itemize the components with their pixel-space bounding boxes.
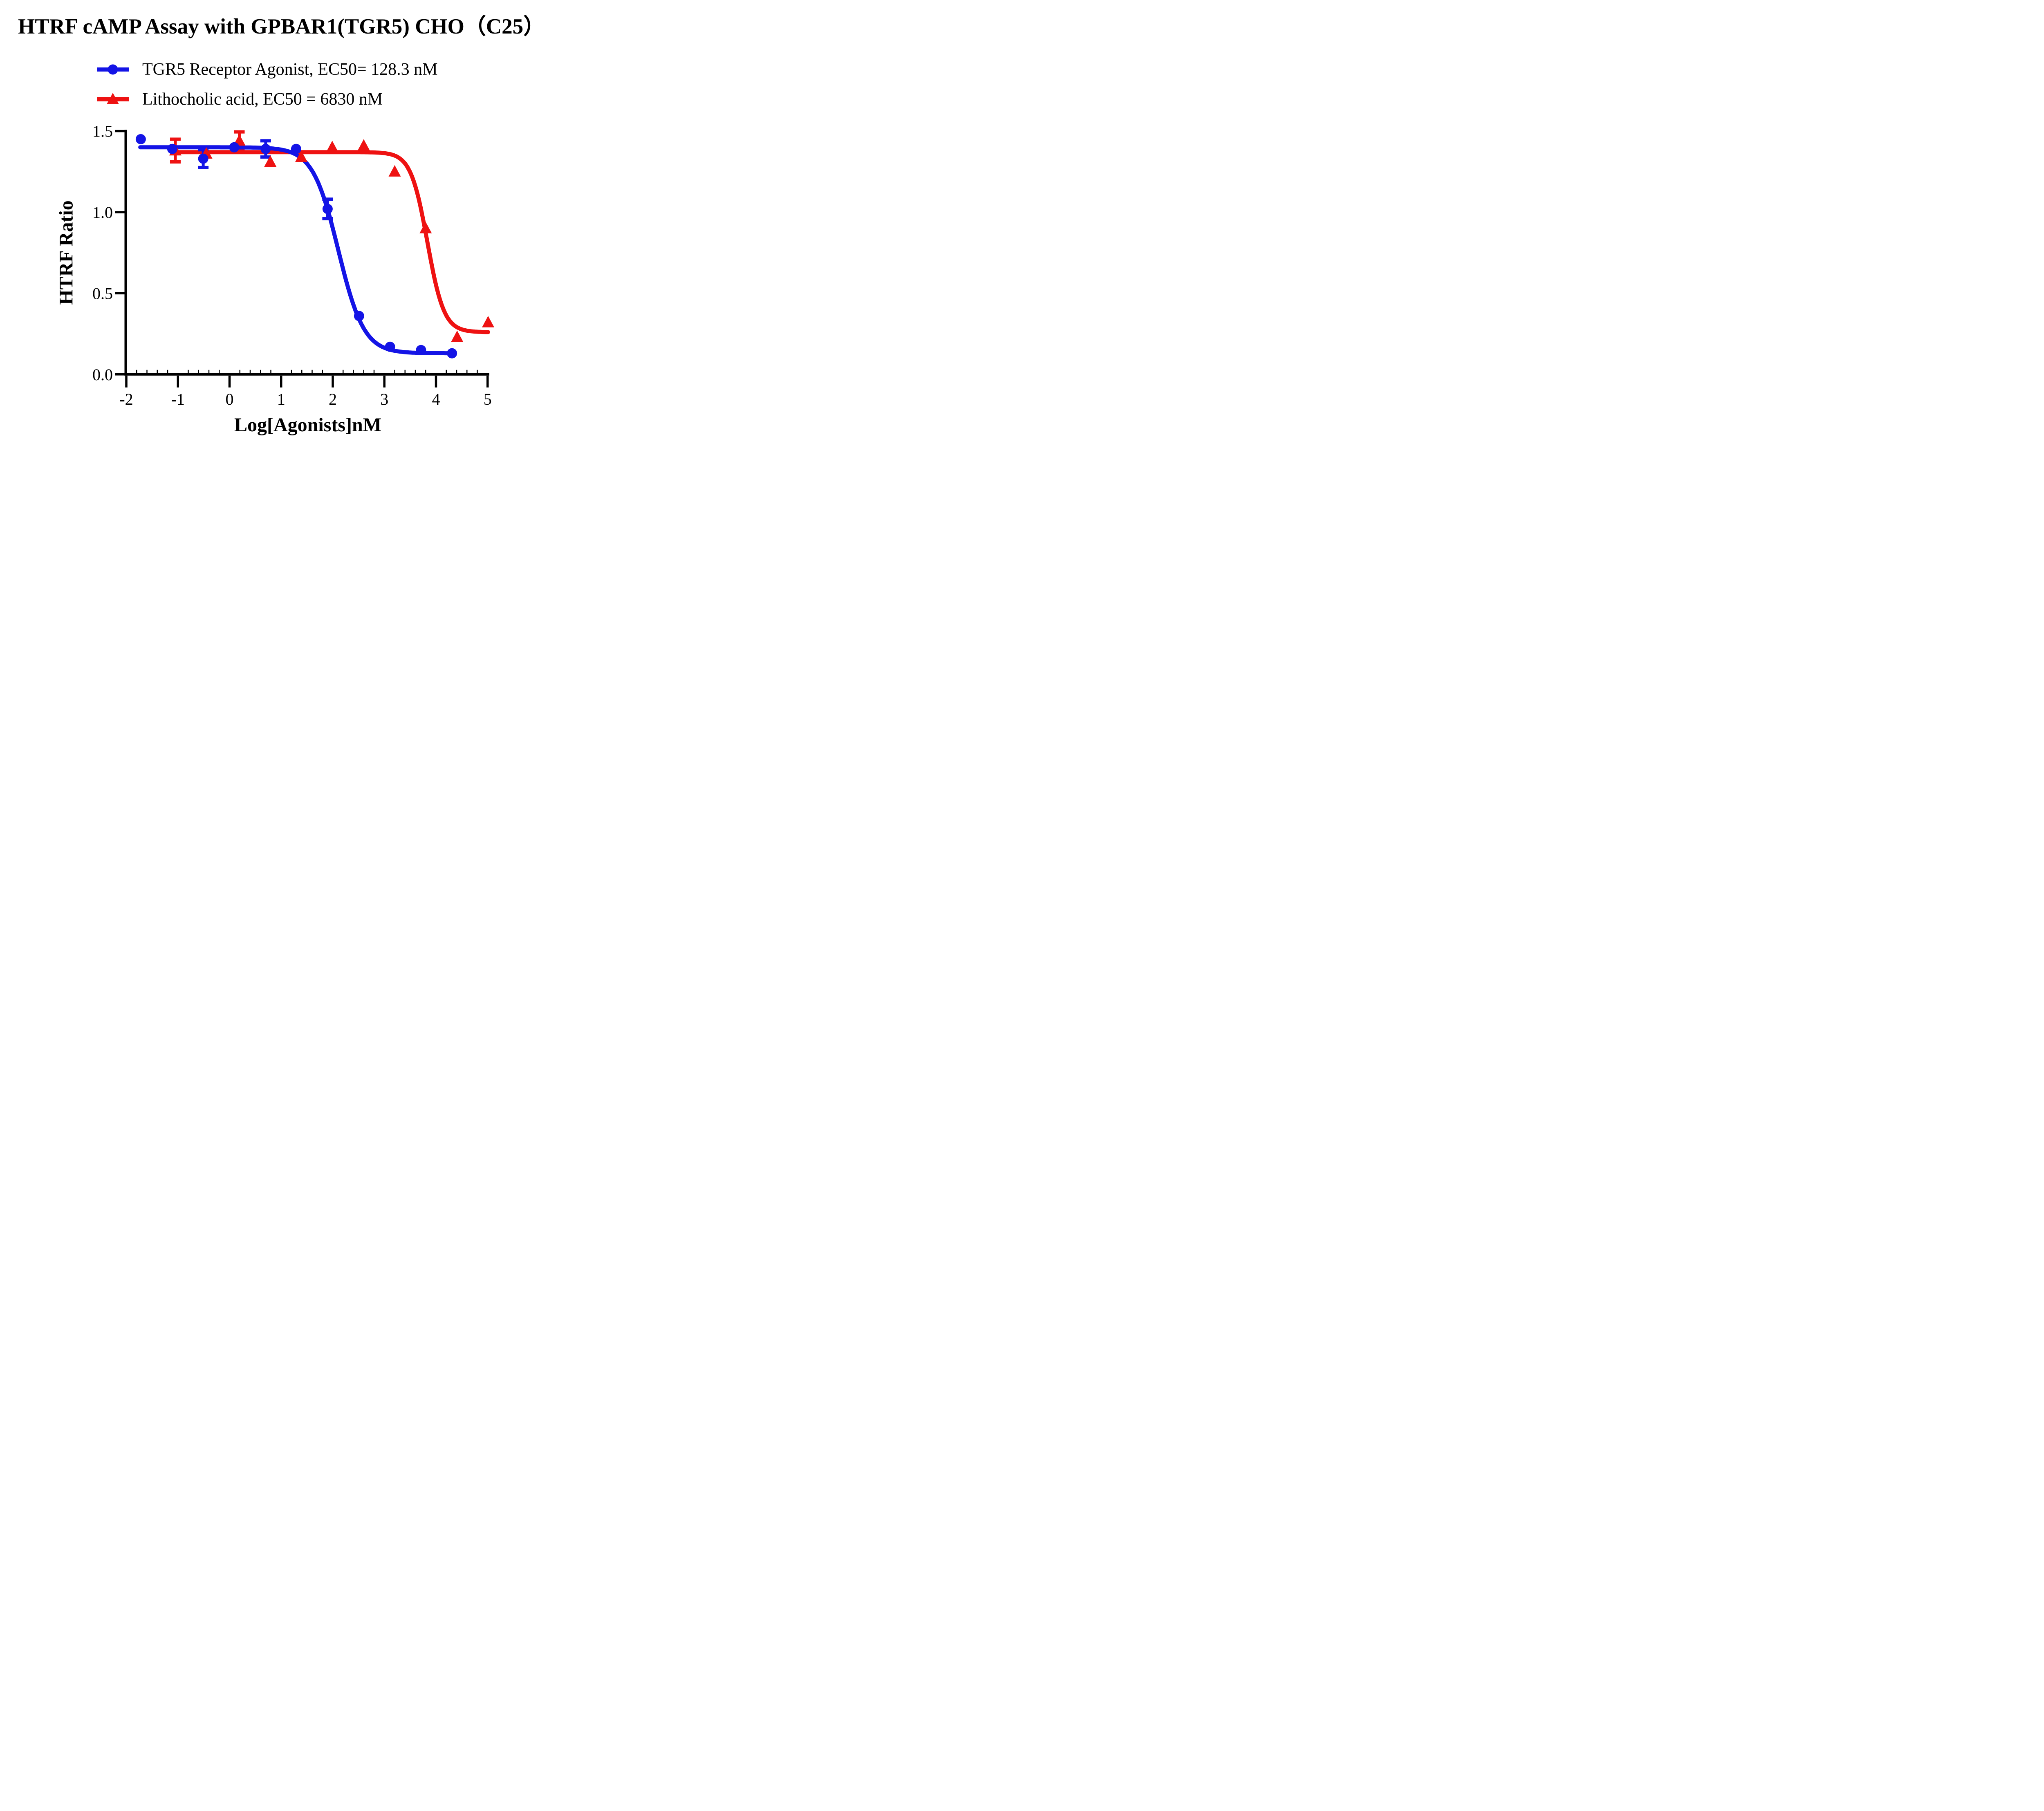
blue-data-marker [416, 345, 426, 355]
blue-data-marker [354, 311, 364, 321]
x-tick-label: 3 [380, 390, 388, 408]
triangle-marker-icon [97, 93, 129, 104]
x-tick-label: -1 [171, 390, 185, 408]
legend-item-lithocholic-acid: Lithocholic acid, EC50 = 6830 nM [96, 86, 438, 112]
y-tick-label: 0.0 [92, 365, 113, 384]
y-tick-label: 1.0 [92, 203, 113, 222]
circle-marker-icon [97, 64, 129, 75]
blue-data-marker [385, 341, 395, 352]
red-fit-curve [175, 150, 490, 334]
red-data-marker [451, 330, 464, 342]
blue-data-marker [291, 143, 301, 154]
figure: HTRF cAMP Assay with GPBAR1(TGR5) CHO（C2… [0, 0, 614, 453]
x-tick-label: 0 [226, 390, 234, 408]
blue-data-marker [260, 143, 271, 154]
y-tick-label: 0.5 [92, 284, 113, 303]
red-data-marker [357, 139, 370, 151]
red-data-marker [482, 316, 495, 327]
y-tick-label: 1.5 [92, 122, 113, 141]
blue-data-marker [167, 143, 177, 154]
blue-data-marker [198, 153, 208, 164]
x-axis-title: Log[Agonists]nM [234, 414, 382, 436]
red-data-marker [419, 222, 432, 233]
blue-fit-curve [138, 145, 457, 356]
red-data-marker [264, 155, 277, 167]
legend-label-tgr5-agonist: TGR5 Receptor Agonist, EC50= 128.3 nM [142, 60, 438, 79]
legend: TGR5 Receptor Agonist, EC50= 128.3 nM Li… [96, 56, 438, 116]
x-tick-label: -2 [119, 390, 133, 408]
legend-label-lithocholic-acid: Lithocholic acid, EC50 = 6830 nM [142, 90, 383, 109]
chart-title: HTRF cAMP Assay with GPBAR1(TGR5) CHO（C2… [18, 15, 545, 38]
blue-data-marker [135, 134, 146, 144]
blue-data-marker [229, 142, 240, 152]
x-tick-label: 4 [432, 390, 440, 408]
red-data-marker [295, 150, 307, 162]
x-tick-label: 5 [484, 390, 492, 408]
blue-data-marker [447, 348, 457, 359]
red-data-marker [326, 141, 338, 152]
legend-item-tgr5-agonist: TGR5 Receptor Agonist, EC50= 128.3 nM [96, 56, 438, 83]
x-tick-label: 2 [329, 390, 337, 408]
plot-area: 0.0 0.5 1.0 1.5 -2 -1 0 1 2 3 4 5 [92, 122, 495, 408]
x-tick-label: 1 [277, 390, 285, 408]
red-data-marker [388, 165, 401, 177]
blue-data-marker [322, 204, 333, 214]
